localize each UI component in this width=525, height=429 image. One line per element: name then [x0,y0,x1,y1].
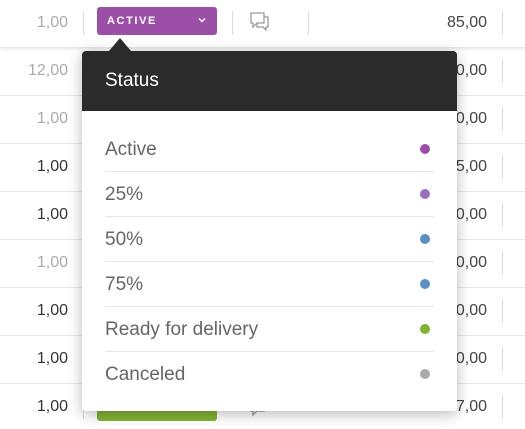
status-option-75[interactable]: 75% [105,262,434,307]
color-dot-icon [420,144,430,154]
status-options: Active 25% 50% 75% Ready for delivery Ca… [82,111,457,397]
color-dot-icon [420,189,430,199]
color-dot-icon [420,279,430,289]
status-option-canceled[interactable]: Canceled [105,352,434,397]
option-label: Active [105,139,157,160]
divider [502,347,503,371]
comment-icon[interactable] [246,9,272,35]
quantity-cell: 1,00 [36,14,68,31]
amount-cell: 85,00 [446,14,487,31]
status-option-50[interactable]: 50% [105,217,434,262]
status-popup: Status Active 25% 50% 75% Ready for deli… [82,51,457,411]
color-dot-icon [420,369,430,379]
amount-cell: 0,00 [455,254,487,271]
quantity-cell: 1,00 [36,302,68,319]
divider [502,395,503,419]
amount-cell: 0,00 [455,302,487,319]
popup-arrow [109,38,131,51]
quantity-cell: 1,00 [36,110,68,127]
divider [232,11,233,35]
quantity-cell: 1,00 [36,254,68,271]
chevron-down-icon [198,18,206,23]
color-dot-icon [420,324,430,334]
amount-cell: 0,00 [455,350,487,367]
divider [502,155,503,179]
amount-cell: 5,00 [455,158,487,175]
amount-cell: 0,00 [455,206,487,223]
quantity-cell: 1,00 [36,398,68,415]
status-option-25[interactable]: 25% [105,172,434,217]
divider [502,11,503,35]
popup-title: Status [82,51,457,111]
divider [83,11,84,35]
quantity-cell: 1,00 [36,206,68,223]
divider [502,299,503,323]
status-dropdown-button[interactable]: ACTIVE [97,7,217,35]
divider [502,59,503,83]
divider [308,11,309,35]
option-label: 25% [105,184,144,205]
divider [502,203,503,227]
quantity-cell: 1,00 [36,350,68,367]
divider [502,251,503,275]
status-label: ACTIVE [107,15,157,27]
quantity-cell: 1,00 [36,158,68,175]
table-row: 1,00 ACTIVE 85,00 [0,0,525,48]
divider [502,107,503,131]
option-label: Ready for delivery [105,319,259,340]
option-label: 50% [105,229,144,250]
status-option-ready[interactable]: Ready for delivery [105,307,434,352]
option-label: 75% [105,274,144,295]
color-dot-icon [420,234,430,244]
status-option-active[interactable]: Active [105,127,434,172]
amount-cell: 0,00 [455,62,487,79]
option-label: Canceled [105,364,186,385]
amount-cell: 0,00 [455,110,487,127]
quantity-cell: 12,00 [27,62,68,79]
